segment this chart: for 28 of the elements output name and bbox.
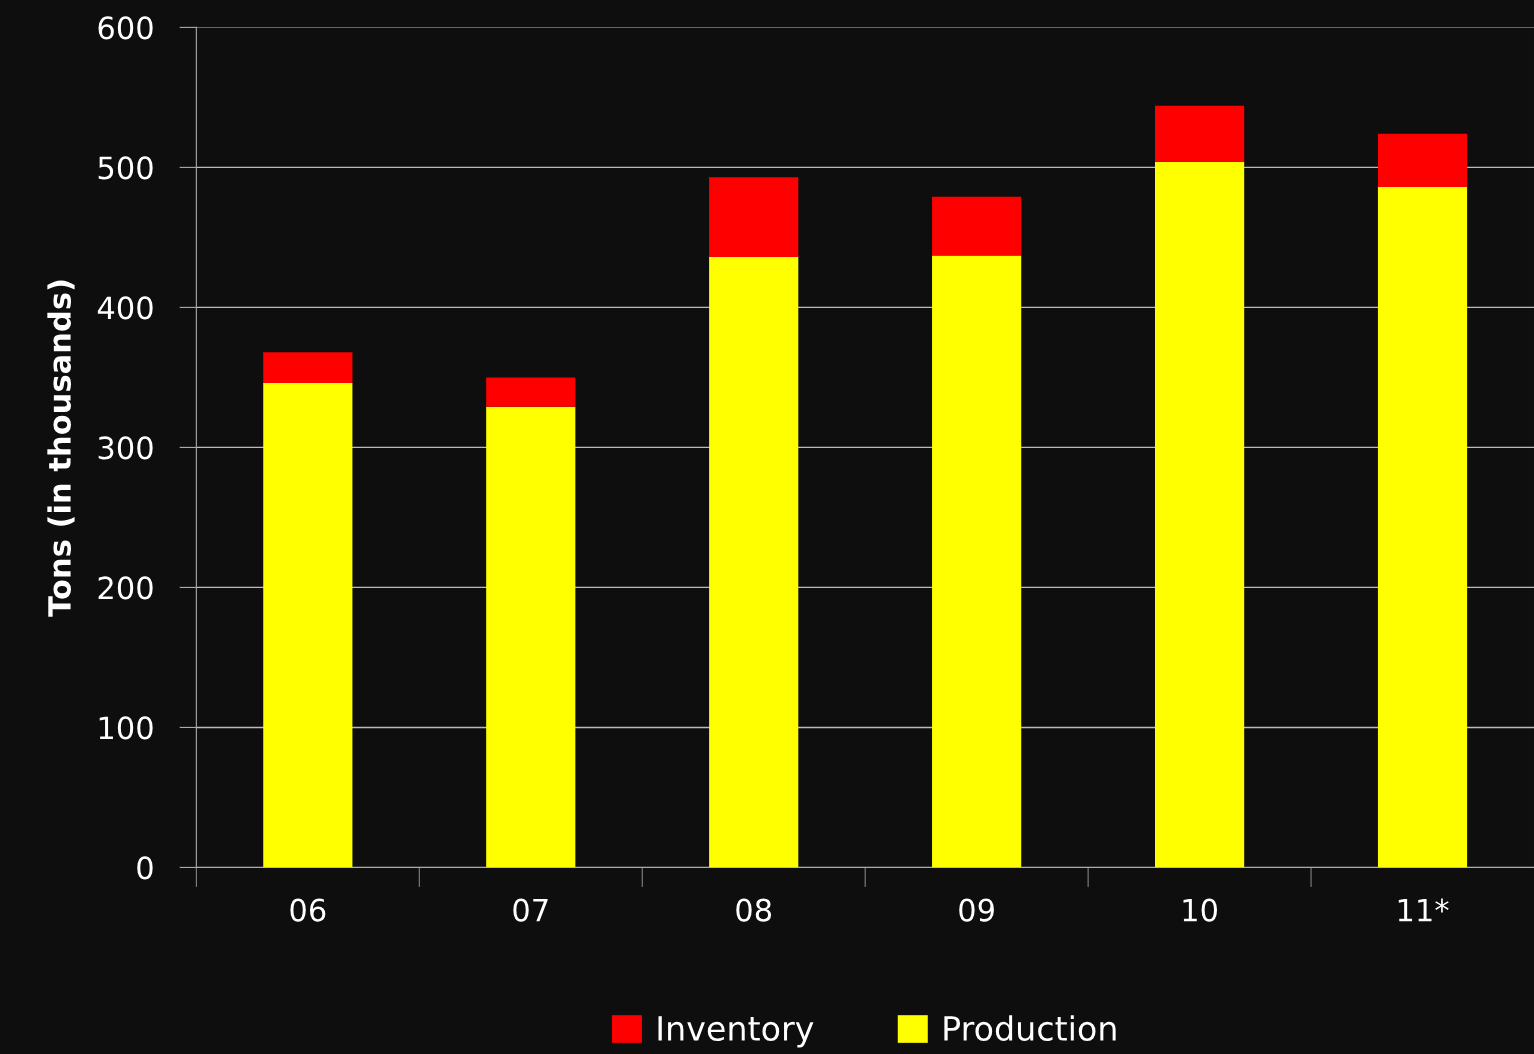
legend-label: Inventory: [658, 1016, 814, 1048]
bar: [263, 383, 353, 868]
y-tick-label: 100: [99, 716, 153, 740]
bar: [486, 406, 576, 868]
y-tick-label: 400: [97, 296, 153, 320]
bar: [1377, 133, 1468, 188]
y-tick-label: 300: [98, 436, 153, 460]
y-tick-label: 500: [98, 156, 153, 180]
x-tick-label: 09: [959, 898, 994, 922]
bar: [709, 257, 799, 868]
y-axis-title: Tons (in thousands): [47, 280, 75, 617]
x-tick-label: 10: [1183, 898, 1217, 922]
bar: [263, 352, 353, 384]
y-tick-label: 0: [137, 856, 153, 880]
bar: [709, 177, 799, 258]
bar: [932, 255, 1022, 868]
bar: [932, 196, 1022, 256]
bar: [486, 377, 576, 407]
y-tick-label: 600: [98, 16, 153, 40]
x-tick-label: 11*: [1398, 898, 1449, 922]
bar: [1377, 187, 1468, 868]
bar: [1155, 161, 1245, 868]
x-tick-label: 08: [736, 898, 772, 922]
y-tick-label: 200: [98, 576, 153, 600]
bar: [1155, 105, 1245, 162]
legend-label: Production: [944, 1015, 1116, 1041]
x-tick-label: 07: [513, 898, 548, 922]
x-tick-label: 06: [290, 898, 326, 922]
